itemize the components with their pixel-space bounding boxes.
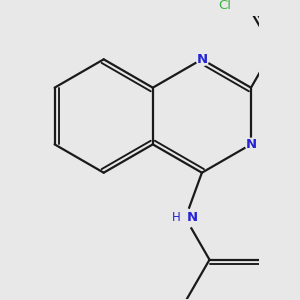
Text: N: N (196, 53, 208, 66)
Text: Cl: Cl (218, 0, 231, 12)
Text: N: N (186, 212, 197, 224)
Text: N: N (245, 138, 256, 151)
Text: H: H (172, 212, 181, 224)
